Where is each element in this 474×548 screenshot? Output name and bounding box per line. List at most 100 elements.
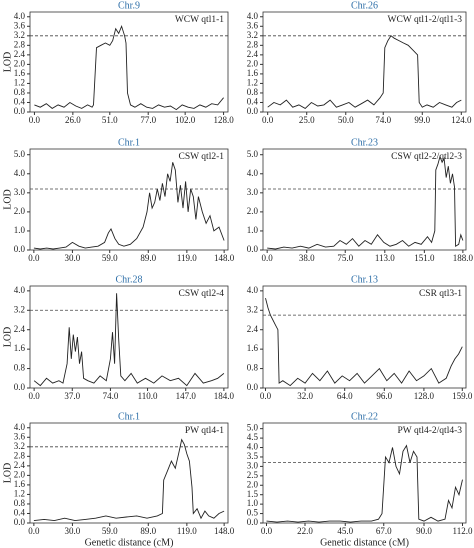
x-tick-label: 50.0 <box>338 115 354 125</box>
y-tick-label: 0.4 <box>247 97 259 107</box>
x-tick-label: 119.0 <box>177 526 197 536</box>
y-tick-label: 4.5 <box>247 432 259 442</box>
y-tick-label: 4.0 <box>14 11 26 21</box>
x-tick-label: 64.0 <box>337 391 353 401</box>
y-tick-label: 1.6 <box>14 479 26 489</box>
y-tick-label: 2.0 <box>247 206 259 216</box>
y-tick-label: 3.6 <box>14 20 26 30</box>
x-tick-label: 22.0 <box>297 526 313 536</box>
y-tick-label: 2.4 <box>14 324 26 334</box>
x-tick-label: 119.0 <box>177 253 197 263</box>
y-tick-label: 0.0 <box>247 106 259 116</box>
y-tick-label: 0.0 <box>14 244 26 254</box>
x-tick-label: 188.0 <box>453 253 474 263</box>
x-tick-label: 51.0 <box>102 115 118 125</box>
panel-title: Chr.1 <box>118 411 140 422</box>
x-tick-label: 0.0 <box>29 391 41 401</box>
x-tick-label: 124.0 <box>451 115 472 125</box>
x-tick-label: 45.0 <box>337 526 353 536</box>
x-tick-label: 25.0 <box>299 115 315 125</box>
y-tick-label: 0.8 <box>14 498 26 508</box>
qtl-label: CSW qtl2-2/qtl2-3 <box>391 152 462 162</box>
y-tick-label: 1.6 <box>247 68 259 78</box>
y-tick-label: 1.0 <box>247 498 259 508</box>
y-tick-label: 2.0 <box>247 58 259 68</box>
x-tick-label: 67.0 <box>376 526 392 536</box>
y-tick-label: 0.0 <box>14 517 26 527</box>
y-tick-label: 2.0 <box>14 58 26 68</box>
plot-frame <box>29 11 229 113</box>
y-axis-label: LOD <box>2 327 13 348</box>
y-tick-label: 4.0 <box>14 422 26 432</box>
y-tick-label: 3.0 <box>247 460 259 470</box>
x-tick-label: 59.0 <box>102 526 118 536</box>
y-tick-label: 4.0 <box>247 168 259 178</box>
plot-frame <box>262 11 467 113</box>
y-tick-label: 1.6 <box>14 68 26 78</box>
x-tick-label: 0.0 <box>261 526 273 536</box>
x-axis-label: Genetic distance (cM) <box>85 537 174 548</box>
y-tick-label: 0.0 <box>247 517 259 527</box>
y-axis-label: LOD <box>2 52 13 73</box>
lod-line <box>266 444 463 523</box>
x-tick-label: 148.0 <box>214 526 235 536</box>
lod-line <box>34 24 224 111</box>
plot-frame <box>29 422 229 524</box>
y-tick-label: 1.6 <box>247 343 259 353</box>
x-tick-label: 38.0 <box>299 253 315 263</box>
qtl-label: CSW qtl2-1 <box>179 152 225 162</box>
y-tick-label: 3.2 <box>14 441 25 451</box>
panel-title: Chr.28 <box>116 274 143 285</box>
y-tick-label: 2.0 <box>14 206 26 216</box>
panel-title: Chr.13 <box>351 274 378 285</box>
lod-line <box>265 297 463 387</box>
y-tick-label: 2.4 <box>14 49 26 59</box>
y-tick-label: 1.0 <box>247 225 259 235</box>
y-tick-label: 0.0 <box>14 106 26 116</box>
lod-line <box>267 155 464 250</box>
y-tick-label: 1.2 <box>14 77 25 87</box>
y-tick-label: 3.2 <box>247 30 258 40</box>
plot-frame <box>29 285 229 389</box>
lod-line <box>33 293 225 387</box>
y-tick-label: 0.4 <box>14 508 26 518</box>
y-tick-label: 2.4 <box>247 324 259 334</box>
x-tick-label: 0.0 <box>260 391 272 401</box>
y-tick-label: 2.8 <box>247 39 259 49</box>
lod-line <box>267 35 462 109</box>
y-tick-label: 1.2 <box>247 77 258 87</box>
x-tick-label: 96.0 <box>376 391 392 401</box>
y-tick-label: 2.8 <box>14 39 26 49</box>
y-tick-label: 0.0 <box>14 382 26 392</box>
y-tick-label: 3.5 <box>247 451 259 461</box>
plot-frame <box>262 285 467 389</box>
panel-title: Chr.1 <box>118 137 140 148</box>
x-tick-label: 0.0 <box>29 115 41 125</box>
y-tick-label: 5.0 <box>247 149 259 159</box>
y-tick-label: 0.0 <box>247 244 259 254</box>
x-tick-label: 32.0 <box>297 391 313 401</box>
y-tick-label: 2.8 <box>14 450 26 460</box>
x-tick-label: 112.0 <box>453 526 473 536</box>
x-tick-label: 30.0 <box>65 526 81 536</box>
x-tick-label: 26.0 <box>65 115 81 125</box>
x-tick-label: 102.0 <box>175 115 196 125</box>
qtl-label: WCW qtl1-1 <box>175 15 224 25</box>
y-axis-label: LOD <box>2 189 13 210</box>
y-tick-label: 3.0 <box>247 187 259 197</box>
x-tick-label: 159.0 <box>452 391 473 401</box>
x-tick-label: 151.0 <box>414 253 435 263</box>
x-tick-label: 0.0 <box>28 253 40 263</box>
panel-title: Chr.26 <box>351 0 378 11</box>
x-tick-label: 74.0 <box>103 391 119 401</box>
x-tick-label: 110.0 <box>138 391 158 401</box>
y-tick-label: 0.8 <box>247 363 259 373</box>
y-tick-label: 0.5 <box>247 508 259 518</box>
y-tick-label: 1.2 <box>14 488 25 498</box>
x-tick-label: 0.0 <box>262 253 274 263</box>
x-tick-label: 59.0 <box>102 253 118 263</box>
y-tick-label: 1.5 <box>247 489 259 499</box>
y-tick-label: 1.6 <box>14 343 26 353</box>
x-tick-label: 89.0 <box>140 526 156 536</box>
y-tick-label: 4.0 <box>247 11 259 21</box>
